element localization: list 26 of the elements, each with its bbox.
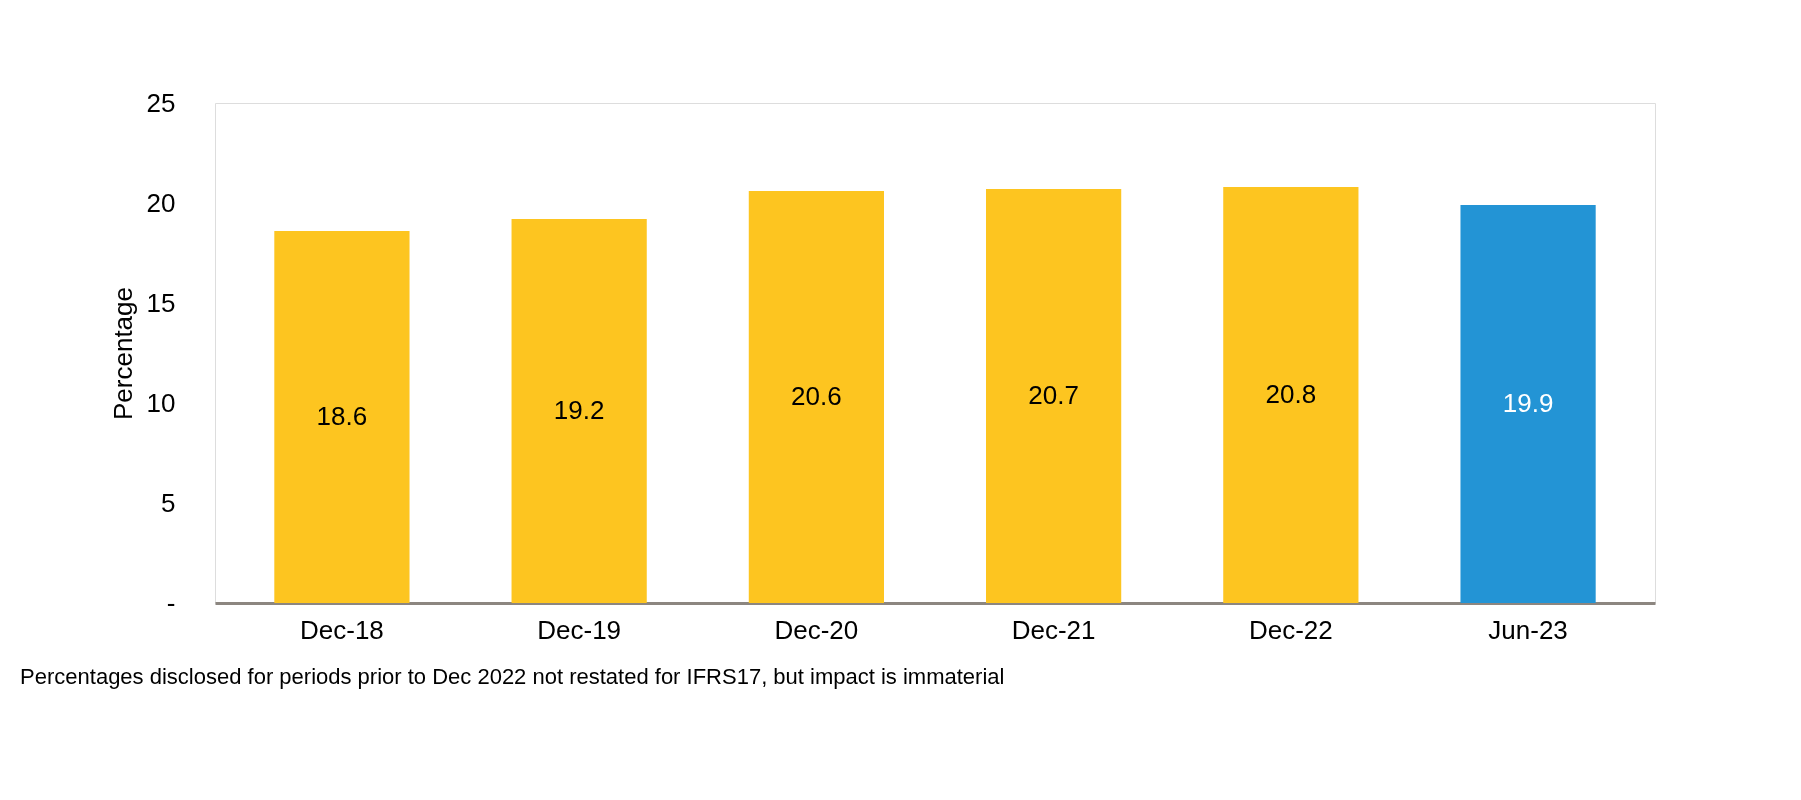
data-label: 19.9 — [1502, 388, 1554, 418]
x-tick-label: Dec-19 — [537, 614, 622, 645]
data-label: 20.6 — [791, 381, 842, 411]
bar — [1460, 205, 1596, 603]
text: Percentages disclosed for periods prior to Dec 2022 not restated for IFRS17, but impact is immaterial — [20, 664, 1005, 689]
bar — [511, 219, 647, 603]
y-tick-label: 5 — [161, 487, 176, 518]
x-tick-label: Dec-22 — [1248, 614, 1333, 645]
y-tick-label: 15 — [146, 287, 176, 318]
y-axis-title: Percentage — [107, 287, 138, 420]
y-tick-label: 25 — [146, 87, 176, 118]
data-label: 18.6 — [316, 401, 368, 431]
bar — [1223, 187, 1359, 603]
data-label: 20.8 — [1265, 379, 1317, 409]
x-tick-label: Dec-20 — [774, 614, 859, 645]
bar — [986, 189, 1122, 603]
x-tick-label: Jun-23 — [1488, 614, 1568, 645]
y-tick-label: 10 — [146, 387, 176, 418]
y-tick-label: - — [166, 587, 176, 618]
bar — [274, 231, 410, 603]
bar — [748, 191, 884, 603]
x-tick-label: Dec-18 — [300, 614, 384, 645]
data-label: 20.7 — [1028, 380, 1079, 410]
y-tick-label: 20 — [146, 187, 176, 218]
x-tick-label: Dec-21 — [1011, 614, 1096, 645]
data-label: 19.2 — [553, 395, 605, 425]
